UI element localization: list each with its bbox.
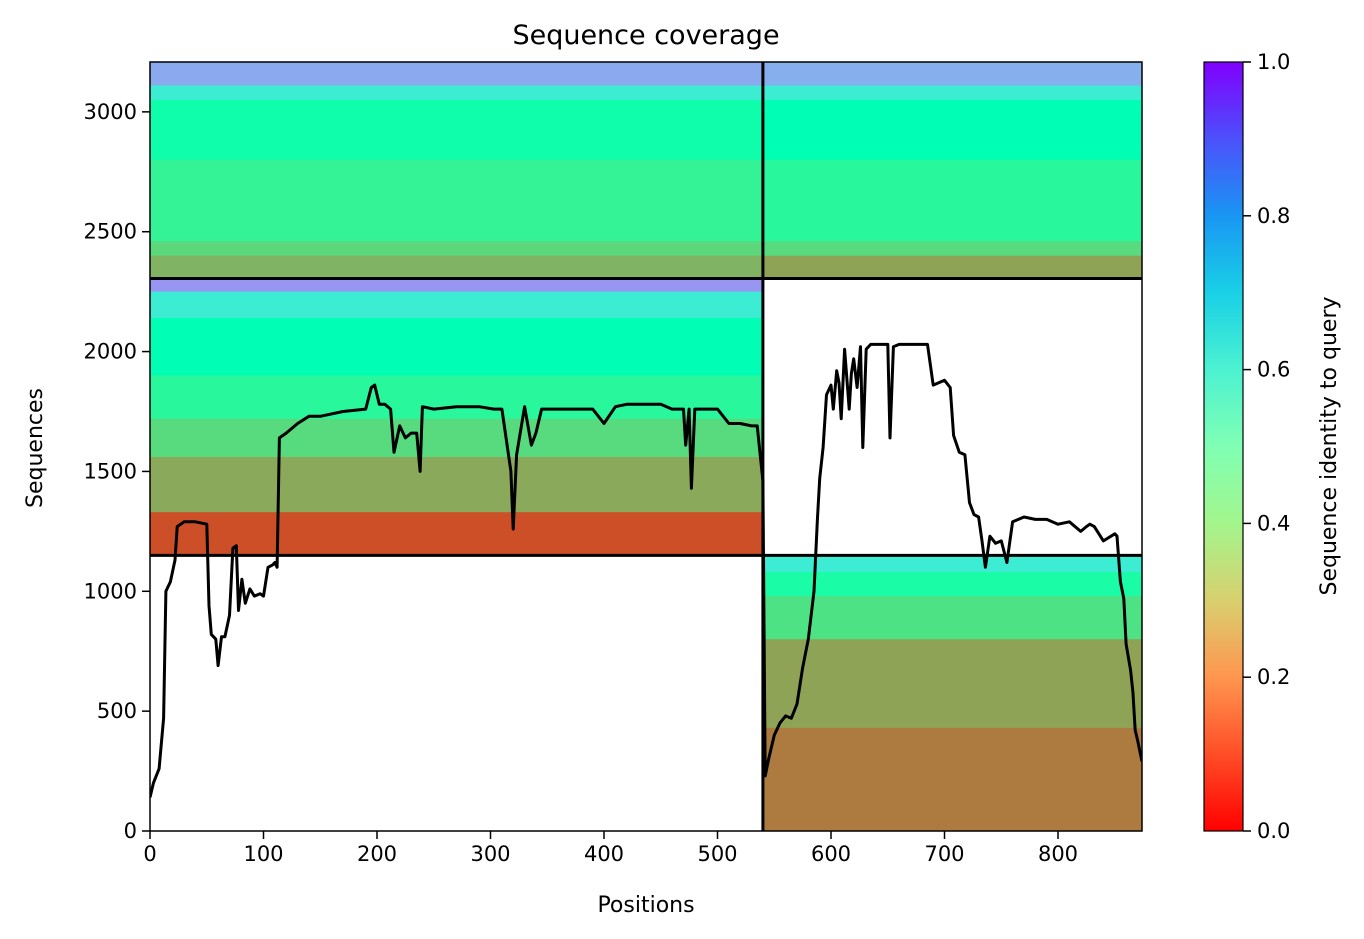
x-tick-label: 100 — [243, 842, 283, 866]
x-tick-label: 700 — [924, 842, 964, 866]
heatmap-band-2-5 — [150, 457, 763, 513]
x-axis-title: Positions — [597, 893, 694, 918]
heatmap-band-2-2 — [150, 318, 763, 377]
x-tick-label: 300 — [470, 842, 510, 866]
colorbar-ticks: 0.0 0.2 0.4 0.6 0.8 1.0 — [1243, 50, 1290, 843]
x-axis-ticks: 0 100 200 300 400 500 600 700 800 — [143, 831, 1078, 866]
x-tick-label: 200 — [357, 842, 397, 866]
heatmap-band-0-4 — [150, 241, 763, 257]
colorbar-tick-label: 0.2 — [1257, 665, 1290, 689]
heatmap-band-1-2 — [764, 99, 1142, 161]
heatmap-band-3-1 — [764, 572, 1142, 597]
y-tick-label: 0 — [124, 819, 137, 843]
heatmap-band-1-1 — [764, 85, 1142, 101]
heatmap-band-1-3 — [764, 159, 1142, 242]
heatmap-band-2-4 — [150, 418, 763, 458]
heatmap-band-0-1 — [150, 85, 763, 101]
y-tick-label: 500 — [97, 699, 137, 723]
x-tick-label: 0 — [143, 842, 156, 866]
heatmap-band-2-1 — [150, 291, 763, 319]
heatmap-band-0-5 — [150, 255, 763, 280]
heatmap-band-3-0 — [764, 555, 1142, 573]
heatmap-band-2-3 — [150, 375, 763, 420]
x-tick-label: 500 — [697, 842, 737, 866]
x-tick-label: 600 — [811, 842, 851, 866]
heatmap-band-2-0 — [150, 278, 763, 293]
colorbar-tick-label: 1.0 — [1257, 50, 1290, 74]
y-tick-label: 2500 — [84, 220, 137, 244]
y-tick-label: 1000 — [84, 579, 137, 603]
colorbar-tick-label: 0.6 — [1257, 358, 1290, 382]
y-axis-title: Sequences — [23, 388, 48, 508]
block-dividers — [150, 62, 1142, 831]
heatmap-band-1-4 — [764, 241, 1142, 257]
x-tick-label: 800 — [1038, 842, 1078, 866]
colorbar-tick-label: 0.4 — [1257, 511, 1290, 535]
heatmap-band-2-6 — [150, 512, 763, 556]
y-tick-label: 1500 — [84, 459, 137, 483]
x-tick-label: 400 — [584, 842, 624, 866]
coverage-heatmap — [150, 62, 1142, 831]
colorbar-label: Sequence identity to query — [1317, 296, 1342, 595]
heatmap-band-1-5 — [764, 255, 1142, 280]
chart-title: Sequence coverage — [512, 20, 779, 51]
heatmap-band-3-4 — [764, 727, 1142, 831]
y-axis-ticks: 0 500 1000 1500 2000 2500 3000 — [84, 100, 150, 843]
coverage-line — [150, 342, 1142, 798]
heatmap-band-1-0 — [764, 62, 1142, 87]
heatmap-band-0-0 — [150, 62, 763, 87]
heatmap-band-0-2 — [150, 99, 763, 161]
colorbar-tick-label: 0.8 — [1257, 204, 1290, 228]
y-tick-label: 3000 — [84, 100, 137, 124]
heatmap-band-0-3 — [150, 159, 763, 242]
heatmap-band-3-2 — [764, 596, 1142, 640]
heatmap-band-3-3 — [764, 639, 1142, 729]
y-tick-label: 2000 — [84, 340, 137, 364]
colorbar-tick-label: 0.0 — [1257, 819, 1290, 843]
plot-frame — [149, 61, 1143, 832]
colorbar — [1203, 61, 1244, 832]
